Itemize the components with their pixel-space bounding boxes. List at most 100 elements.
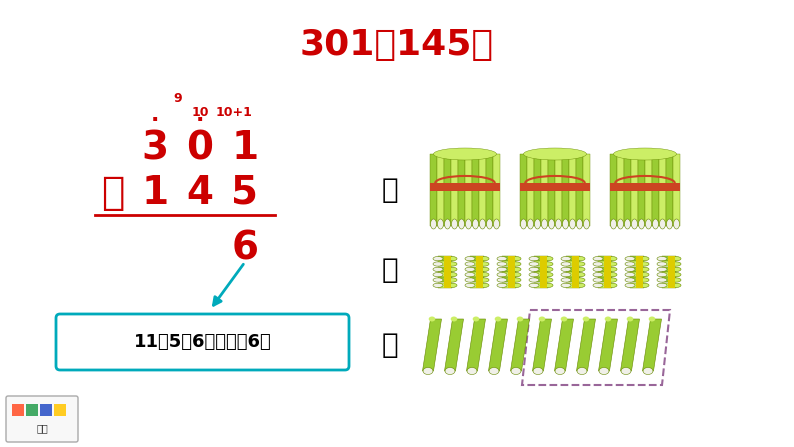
Bar [662,267,676,272]
Bar [662,261,676,266]
Ellipse shape [607,283,617,287]
Ellipse shape [479,278,489,282]
Bar [438,256,452,261]
Ellipse shape [575,278,585,282]
Bar [566,272,580,277]
Ellipse shape [671,283,681,287]
Text: 个: 个 [382,331,399,359]
Ellipse shape [556,219,561,229]
Bar [502,261,516,266]
Bar [610,154,616,226]
Ellipse shape [511,262,521,266]
Bar [572,256,579,288]
Polygon shape [599,319,618,371]
Ellipse shape [607,278,617,282]
Ellipse shape [561,257,571,261]
Bar [635,256,642,288]
Ellipse shape [543,273,553,277]
Ellipse shape [543,262,553,266]
Polygon shape [576,319,596,371]
Bar [630,283,644,287]
Ellipse shape [497,267,507,271]
Ellipse shape [447,257,457,261]
Ellipse shape [562,219,569,229]
Bar [438,283,452,287]
Polygon shape [620,319,639,371]
Bar [541,154,548,226]
Bar [617,154,623,226]
Text: 5: 5 [232,174,259,212]
Ellipse shape [671,257,681,261]
Polygon shape [554,319,573,371]
Ellipse shape [458,219,464,229]
Ellipse shape [430,219,437,229]
Ellipse shape [639,278,649,282]
Ellipse shape [671,262,681,266]
Ellipse shape [543,283,553,287]
Bar [610,183,680,191]
FancyBboxPatch shape [6,396,78,442]
Bar [438,277,452,282]
Ellipse shape [534,219,541,229]
Bar [470,277,484,282]
Polygon shape [445,319,464,371]
Bar [520,154,526,226]
Ellipse shape [465,257,475,261]
Ellipse shape [495,316,501,321]
Ellipse shape [472,219,479,229]
Ellipse shape [607,257,617,261]
Text: 4: 4 [187,174,214,212]
Bar [465,154,472,226]
Ellipse shape [529,267,539,271]
Ellipse shape [638,219,645,229]
Bar [438,272,452,277]
Ellipse shape [472,316,480,321]
Polygon shape [467,319,485,371]
Bar [562,154,569,226]
Ellipse shape [593,267,603,271]
Bar [458,154,464,226]
Bar [630,261,644,266]
Ellipse shape [465,267,475,271]
Bar [598,272,612,277]
Bar [630,277,644,282]
Bar [569,154,576,226]
FancyBboxPatch shape [56,314,349,370]
Ellipse shape [561,262,571,266]
Ellipse shape [529,278,539,282]
Ellipse shape [576,219,583,229]
Ellipse shape [621,367,631,375]
Ellipse shape [523,148,587,160]
Ellipse shape [611,219,616,229]
Ellipse shape [497,278,507,282]
Bar [539,256,546,288]
Ellipse shape [593,273,603,277]
Bar [566,267,580,272]
Bar [502,256,516,261]
Ellipse shape [433,267,443,271]
Polygon shape [488,319,507,371]
Ellipse shape [593,283,603,287]
Ellipse shape [437,219,444,229]
Ellipse shape [631,219,638,229]
Ellipse shape [575,257,585,261]
Ellipse shape [561,283,571,287]
Ellipse shape [529,257,539,261]
Ellipse shape [639,257,649,261]
Bar [444,154,450,226]
Ellipse shape [555,367,565,375]
Ellipse shape [511,273,521,277]
Text: 11－5＝6，个位写6。: 11－5＝6，个位写6。 [134,333,272,351]
Bar [666,154,673,226]
Bar [598,261,612,266]
Ellipse shape [529,273,539,277]
Bar [26,404,38,416]
Bar [548,154,554,226]
Ellipse shape [479,257,489,261]
Bar [598,277,612,282]
Ellipse shape [626,316,634,321]
Ellipse shape [479,273,489,277]
Ellipse shape [542,219,548,229]
Ellipse shape [447,283,457,287]
Ellipse shape [625,262,635,266]
